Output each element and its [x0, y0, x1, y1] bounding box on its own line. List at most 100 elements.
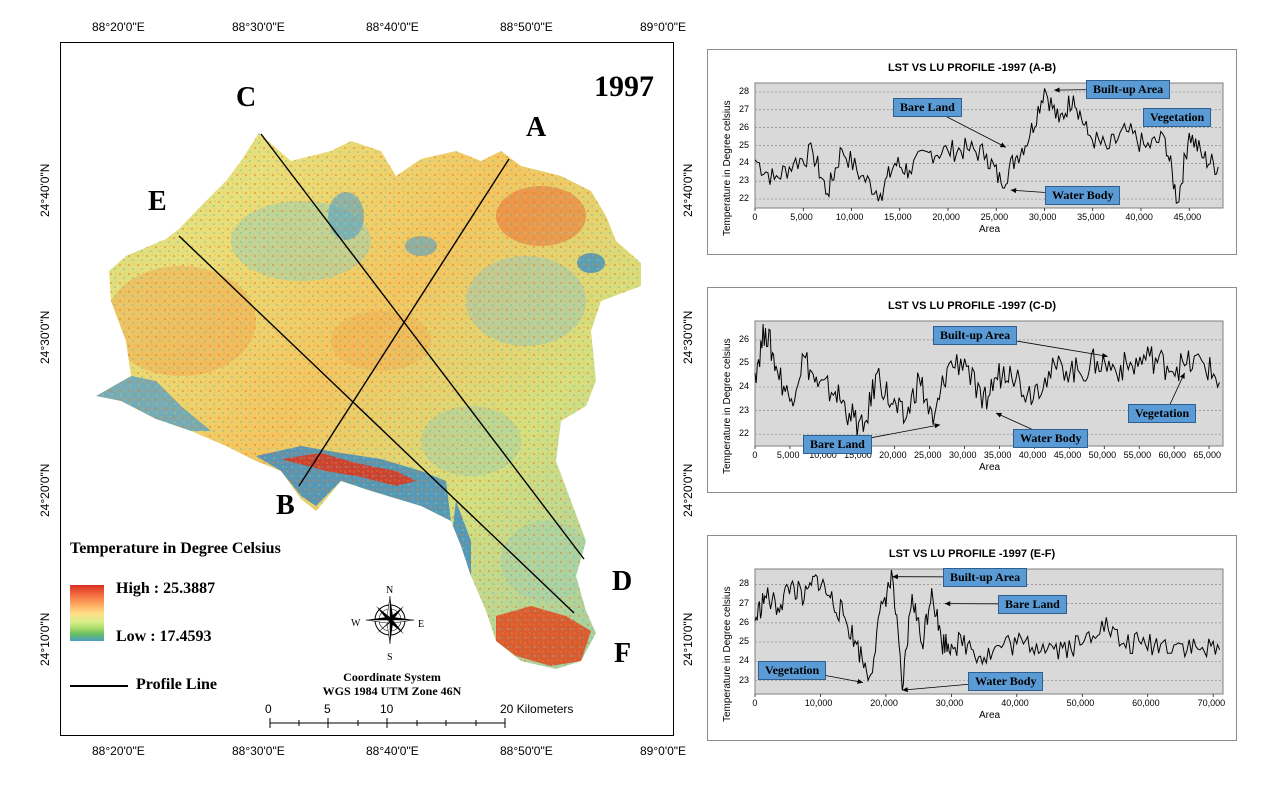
top-tick-88-30: 88°30'0"E — [232, 20, 285, 34]
y-tick-label: 25 — [739, 357, 750, 368]
x-tick-label: 20,000 — [879, 450, 907, 460]
annotation-arrowhead — [1010, 187, 1017, 194]
x-tick-label: 0 — [752, 212, 758, 222]
y-axis-label: Temperature in Degree celsius — [722, 586, 733, 722]
point-label-e: E — [148, 186, 167, 217]
x-tick-label: 35,000 — [1077, 212, 1105, 222]
annotation-arrowhead — [1179, 372, 1185, 379]
chart-title: LST VS LU PROFILE -1997 (C-D) — [887, 300, 1057, 312]
point-label-d: D — [612, 566, 633, 597]
x-tick-label: 60,000 — [1158, 450, 1187, 460]
bottom-tick-88-40: 88°40'0"E — [366, 744, 419, 758]
profile-chart-a-b: 22 23 24 25 26 27 28 0 5,000 10,000 15,000 20,000 25… — [707, 49, 1237, 255]
legend-profile-swatch — [70, 685, 128, 687]
top-tick-88-50: 88°50'0"E — [500, 20, 553, 34]
y-tick-label: 24 — [739, 655, 750, 666]
point-label-b: B — [276, 490, 295, 521]
legend-title: Temperature in Degree Celsius — [70, 540, 281, 557]
y-tick-label: 27 — [739, 103, 750, 114]
annotation-callout: Bare Land — [803, 435, 872, 454]
legend-profile-line: Profile Line — [136, 676, 218, 693]
right-tick-24-40: 24°40'0"N — [681, 163, 695, 217]
chart-plot-svg — [754, 82, 1224, 211]
y-tick-label: 28 — [739, 578, 750, 589]
x-tick-label: 25,000 — [980, 212, 1009, 222]
series-line — [754, 323, 1220, 437]
annotation-arrowhead — [1054, 87, 1060, 93]
scale-label-20-km: 20 Kilometers — [500, 702, 574, 716]
scale-label-10: 10 — [380, 702, 394, 716]
annotation-callout: Built-up Area — [1086, 80, 1171, 99]
compass-s: S — [387, 652, 393, 663]
x-tick-label: 20,000 — [870, 698, 898, 708]
annotation-arrowhead — [857, 678, 863, 684]
x-tick-label: 40,000 — [1001, 698, 1029, 708]
bottom-tick-89-00: 89°0'0"E — [640, 744, 687, 758]
annotation-callout: Vegetation — [1128, 404, 1197, 423]
left-tick-24-10: 24°10'0"N — [38, 612, 52, 666]
map-frame — [60, 42, 674, 736]
compass-e: E — [418, 619, 425, 630]
x-tick-label: 35,000 — [983, 450, 1012, 460]
x-tick-label: 20,000 — [932, 212, 960, 222]
map-canvas — [96, 133, 641, 669]
y-axis-label: Temperature in Degree celsius — [722, 338, 733, 474]
y-tick-label: 23 — [739, 674, 750, 685]
left-tick-24-20: 24°20'0"N — [38, 463, 52, 517]
annotation-callout: Built-up Area — [933, 326, 1018, 345]
y-tick-label: 25 — [739, 139, 750, 150]
profile-chart-c-d: 22 23 24 25 26 0 5,000 10,000 15,000 20,000 25,000… — [707, 287, 1237, 493]
x-tick-label: 25,000 — [914, 450, 942, 460]
y-tick-label: 24 — [739, 381, 750, 392]
y-tick-label: 22 — [739, 428, 750, 439]
y-tick-label: 28 — [739, 85, 750, 96]
profile-line-c-d — [260, 133, 585, 560]
y-tick-label: 26 — [739, 616, 750, 627]
y-tick-label: 26 — [739, 121, 750, 132]
point-label-f: F — [614, 638, 632, 669]
x-tick-label: 50,000 — [1066, 698, 1095, 708]
x-tick-label: 0 — [752, 450, 758, 460]
chart-title: LST VS LU PROFILE -1997 (E-F) — [888, 548, 1056, 560]
x-tick-label: 40,000 — [1018, 450, 1047, 460]
annotation-arrowhead — [1101, 352, 1108, 359]
y-tick-label: 23 — [739, 404, 750, 415]
top-tick-89-00: 89°0'0"E — [640, 20, 687, 34]
y-tick-label: 22 — [739, 193, 750, 204]
chart-plot-svg — [754, 568, 1224, 697]
bottom-tick-88-50: 88°50'0"E — [500, 744, 553, 758]
legend-color-ramp — [70, 585, 104, 641]
profile-line-e-f — [178, 235, 575, 614]
x-axis-label: Area — [979, 710, 1001, 721]
y-tick-label: 24 — [739, 157, 750, 168]
compass-w: W — [351, 618, 361, 629]
x-tick-label: 60,000 — [1132, 698, 1160, 708]
annotation-arrowhead — [944, 601, 951, 607]
x-tick-label: 65,000 — [1193, 450, 1221, 460]
coordinate-system-title: Coordinate System — [343, 670, 441, 684]
annotation-arrowhead — [995, 412, 1002, 418]
x-tick-label: 30,000 — [935, 698, 964, 708]
annotation-callout: Water Body — [968, 672, 1044, 691]
right-tick-24-10: 24°10'0"N — [681, 612, 695, 666]
x-tick-label: 45,000 — [1173, 212, 1202, 222]
annotation-arrowhead — [934, 423, 941, 429]
map-year: 1997 — [594, 70, 654, 103]
annotation-callout: Bare Land — [893, 98, 962, 117]
x-tick-label: 5,000 — [776, 450, 800, 460]
annotation-arrowhead — [892, 574, 898, 580]
x-tick-label: 30,000 — [1028, 212, 1057, 222]
x-tick-label: 55,000 — [1123, 450, 1152, 460]
profile-lines — [178, 133, 585, 614]
point-label-a: A — [526, 112, 547, 143]
legend-low: Low : 17.4593 — [116, 628, 212, 645]
y-tick-label: 26 — [739, 333, 750, 344]
top-tick-88-20: 88°20'0"E — [92, 20, 145, 34]
x-axis-label: Area — [979, 224, 1001, 235]
coordinate-system-name: WGS 1984 UTM Zone 46N — [322, 684, 462, 698]
chart-plot-svg — [754, 320, 1224, 449]
series-line — [754, 88, 1219, 204]
annotation-callout: Bare Land — [998, 595, 1067, 614]
x-tick-label: 10,000 — [804, 698, 833, 708]
x-tick-label: 5,000 — [790, 212, 813, 222]
